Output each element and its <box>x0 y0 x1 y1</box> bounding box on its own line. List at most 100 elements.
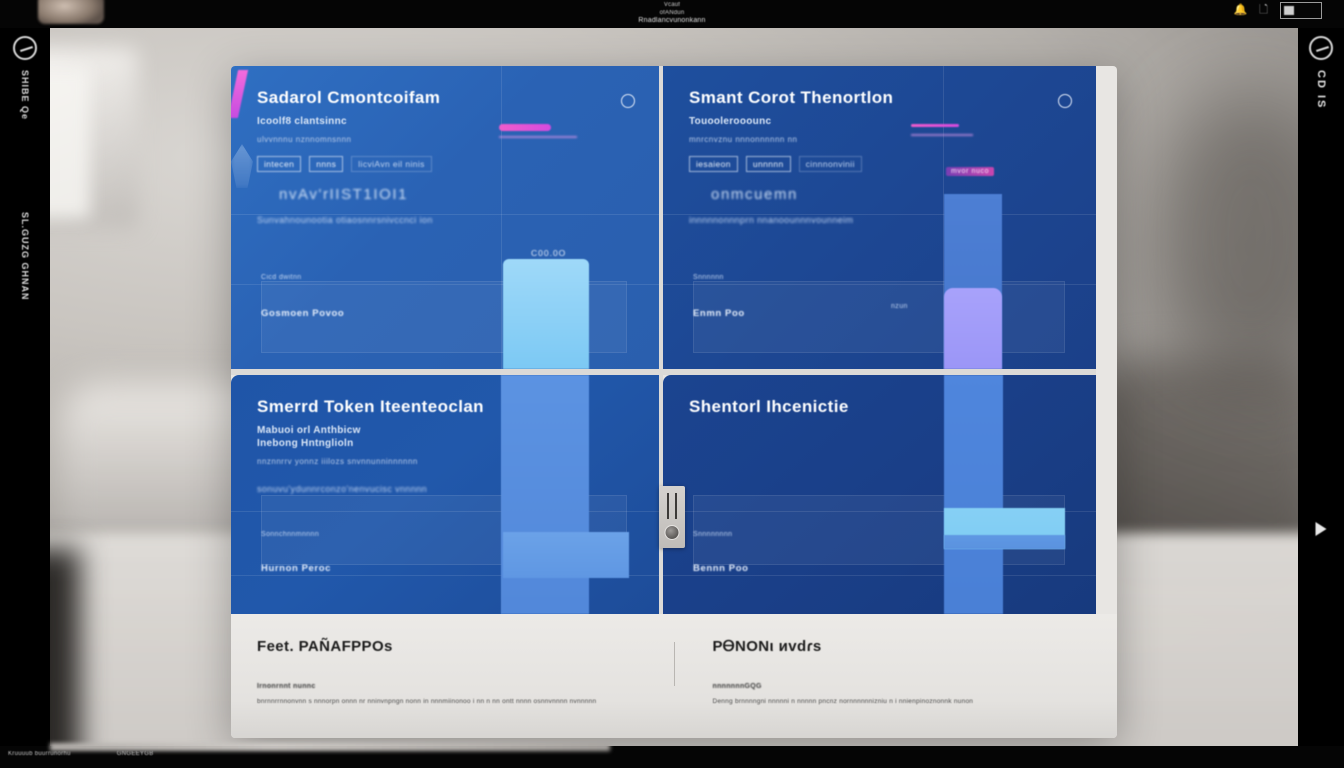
background-chair-shape <box>1090 358 1320 588</box>
titlebar-line-1: Vcauf <box>663 2 681 8</box>
accent-pill <box>499 124 551 131</box>
titlebar-title-block: Vcauf ofANdun Rnadlancvunonkann <box>572 1 772 25</box>
box-value: Gosmoen Povoo <box>261 308 345 319</box>
dashboard-panel: Sadarol Cmontcoifam Icoolf8 clantsinnc u… <box>231 66 1117 738</box>
card-title: Shentorl Ihcenictie <box>689 397 849 416</box>
card-subtitle: Icoolf8 clantsinnc <box>257 116 347 127</box>
footer-title-right: PᎾNONι ᴎᴠdɾs <box>712 638 822 655</box>
chart-axis-label: nzun <box>891 303 908 310</box>
card-chip-1[interactable]: unnnnn <box>745 156 791 172</box>
titlebar-controls[interactable]: 🔔 🗋 <box>1233 2 1322 19</box>
right-sidebar-glyph-group[interactable]: CD IS <box>1315 70 1327 109</box>
gridline-horizontal-1 <box>663 214 1096 215</box>
card-shentorl-ihcenictie[interactable]: Shentorl Ihcenictie Snnnnnnnn Bennn Poo <box>663 375 1096 614</box>
window-titlebar: Vcauf ofANdun Rnadlancvunonkann 🔔 🗋 <box>0 0 1344 28</box>
footer-subtitle-left: Irnonrnnt nunnc <box>257 683 316 690</box>
circle-outline-icon[interactable] <box>621 94 635 108</box>
card-note: sonuvu'ydunnrconzo'nenvucisc vnnnnn <box>257 484 428 494</box>
gridline-horizontal-2 <box>231 284 659 285</box>
card-chip-row[interactable]: intecen nnns licviAvn eil ninis <box>257 156 633 172</box>
card-smart-contract-team[interactable]: Sadarol Cmontcoifam Icoolf8 clantsinnc u… <box>231 66 659 369</box>
drag-handle-knob[interactable] <box>664 525 680 540</box>
play-triangle-icon[interactable] <box>1315 522 1327 536</box>
card-meta: ulvvnnnu nznnomnsnnn <box>257 135 352 144</box>
card-chip-row[interactable]: iesaieon unnnnn cinnnonvinii <box>689 156 1070 172</box>
sidebar-item-label-bottom: SL.GUZG GHNAN <box>20 212 30 301</box>
box-value: Hurnon Peroc <box>261 563 332 574</box>
chart-bar-value-label: C00.0O <box>531 248 567 258</box>
card-subtitle-line-1: Mabuoi orl Anthbicw <box>257 425 361 436</box>
grid-gap-vertical <box>659 66 663 614</box>
drag-handle-icon[interactable] <box>659 486 685 548</box>
right-sidebar-glyphs: CD IS <box>1315 70 1327 110</box>
footer-subtitle-right: nnnnnnnGQG <box>712 683 762 690</box>
card-note: Sunvahnounootia otiaosnnrsnivccnci ion <box>257 215 433 225</box>
titlebar-thumbnail <box>38 0 104 24</box>
copy-icon[interactable]: 🗋 <box>1259 4 1268 16</box>
gridline-horizontal-1 <box>231 511 659 512</box>
card-smart-corot-thenortlon[interactable]: Smant Corot Thenortlon Touoolerooounc mn… <box>663 66 1096 369</box>
statusbar-right-text: GNGEEYGB <box>116 751 154 757</box>
bell-icon[interactable]: 🔔 <box>1233 4 1248 16</box>
grid-gap-horizontal-right <box>663 369 1096 375</box>
card-subtitle-line-2: Inebong Hntnglioln <box>257 438 354 449</box>
accent-underline <box>499 136 577 138</box>
footer-column-right: PᎾNONι ᴎᴠdɾs nnnnnnnGQG Denng brnnnngni … <box>701 638 1092 720</box>
titlebar-line-3: Rnadlancvunonkann <box>638 17 706 24</box>
gridline-vertical <box>943 66 944 369</box>
grid-gap-horizontal-left <box>231 369 659 375</box>
gridline-horizontal-1 <box>231 214 659 215</box>
chart-bar-wide <box>503 532 629 578</box>
box-value: Bennn Poo <box>693 563 749 574</box>
footer-body-left: bnrnnrrnnonvnn s nnnorpn onnn nr nninvnp… <box>257 698 597 705</box>
chart-bar-primary <box>503 259 589 369</box>
accent-pill <box>911 124 959 127</box>
circle-outline-icon[interactable] <box>1058 94 1072 108</box>
box-value: Enmn Poo <box>693 308 745 319</box>
statusbar-strip <box>50 743 610 751</box>
card-meta: nnznnrrv yonnz iiilozs snvnnunninnnnnn <box>257 457 418 466</box>
card-title: Smant Corot Thenortlon <box>689 88 894 107</box>
card-chip-2[interactable]: cinnnonvinii <box>798 156 862 172</box>
card-smart-token-iteenteoclan[interactable]: Smerrd Token Iteenteoclan Mabuoi orl Ant… <box>231 375 659 614</box>
footer-title-left: Feet. PAÑAFPPOs <box>257 638 393 655</box>
statusbar-left-text: Kruuuub buurrunorhu <box>8 751 71 757</box>
panel-footer: Feet. PAÑAFPPOs Irnonrnnt nunnc bnrnnrrn… <box>231 614 1117 738</box>
footer-column-left: Feet. PAÑAFPPOs Irnonrnnt nunnc bnrnnrrn… <box>257 638 648 720</box>
gridline-horizontal-2 <box>663 284 1096 285</box>
card-big-label: nvAv'rIIST1IOI1 <box>279 186 409 203</box>
chart-bar-primary <box>944 288 1002 369</box>
card-chip-1[interactable]: nnns <box>309 156 344 172</box>
gridline-horizontal-1 <box>663 511 1096 512</box>
card-chip-0[interactable]: intecen <box>257 156 302 172</box>
titlebar-line-2: ofANdun <box>659 10 685 16</box>
chart-bar-highlight-base <box>944 535 1065 549</box>
circle-slash-icon[interactable] <box>13 36 37 60</box>
card-title: Sadarol Cmontcoifam <box>257 88 441 107</box>
card-note: innnnnonnnprn nnanoounnnvounneim <box>689 215 854 225</box>
accent-underline <box>911 134 973 136</box>
right-sidebar[interactable]: CD IS <box>1298 28 1344 746</box>
sidebar-group-top[interactable]: SHIBE Qe <box>20 70 30 120</box>
accent-slash-icon <box>231 70 249 118</box>
gridline-horizontal-2 <box>663 575 1096 576</box>
statusbar-text-group: Kruuuub buurrunorhu GNGEEYGB <box>8 751 154 757</box>
footer-body-right: Denng brnnnngni nnnnni n nnnnn pncnz nor… <box>712 698 974 705</box>
circle-slash-icon-right[interactable] <box>1309 36 1333 60</box>
plant-decoration-icon <box>231 144 253 188</box>
box-caption: Cicd dwitnn <box>261 274 302 281</box>
window-controls-icon[interactable] <box>1280 2 1322 19</box>
left-sidebar[interactable]: SHIBE Qe SL.GUZG GHNAN <box>0 28 50 746</box>
sidebar-item-label-top: SHIBE Qe <box>20 70 30 121</box>
window-statusbar: Kruuuub buurrunorhu GNGEEYGB <box>0 743 1344 768</box>
card-chip-2[interactable]: licviAvn eil ninis <box>351 156 432 172</box>
box-caption: Sonnchnnmnnnn <box>261 531 320 538</box>
card-title: Smerrd Token Iteenteoclan <box>257 397 484 416</box>
box-caption: Snnnnnnnn <box>693 531 733 538</box>
card-chip-0[interactable]: iesaieon <box>689 156 738 172</box>
box-caption: Snnnnnn <box>693 274 724 281</box>
gridline-vertical <box>501 66 502 369</box>
sidebar-group-bottom[interactable]: SL.GUZG GHNAN <box>20 212 30 301</box>
card-big-label: onmcuemn <box>711 186 799 203</box>
